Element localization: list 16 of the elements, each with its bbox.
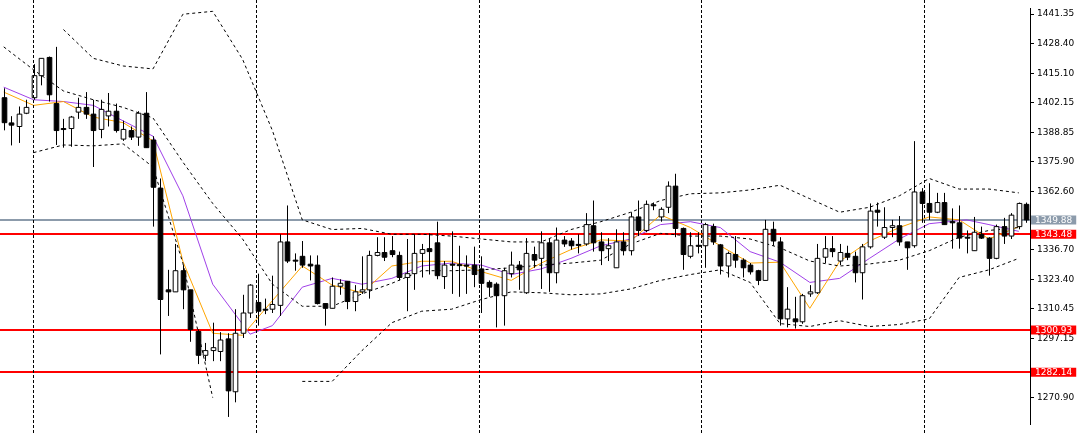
y-tick-label: 1415.10 bbox=[1037, 67, 1075, 78]
ref-line-label: 1282.14 bbox=[1035, 367, 1073, 378]
y-tick-label: 1402.15 bbox=[1037, 96, 1075, 107]
y-tick-label: 1362.60 bbox=[1037, 185, 1075, 196]
ref-line-label: 1300.93 bbox=[1035, 324, 1073, 335]
y-tick-label: 1388.85 bbox=[1037, 126, 1075, 137]
y-tick-label: 1336.70 bbox=[1037, 243, 1075, 254]
ref-line-label: 1349.88 bbox=[1035, 214, 1073, 225]
y-tick-label: 1428.40 bbox=[1037, 37, 1075, 48]
ref-line-label: 1343.48 bbox=[1035, 229, 1073, 240]
y-tick-label: 1310.45 bbox=[1037, 302, 1075, 313]
y-tick-label: 1297.15 bbox=[1037, 332, 1075, 343]
y-tick-label: 1441.35 bbox=[1037, 8, 1075, 19]
y-tick-label: 1323.40 bbox=[1037, 273, 1075, 284]
y-tick-label: 1270.90 bbox=[1037, 391, 1075, 402]
y-tick-label: 1375.90 bbox=[1037, 155, 1075, 166]
